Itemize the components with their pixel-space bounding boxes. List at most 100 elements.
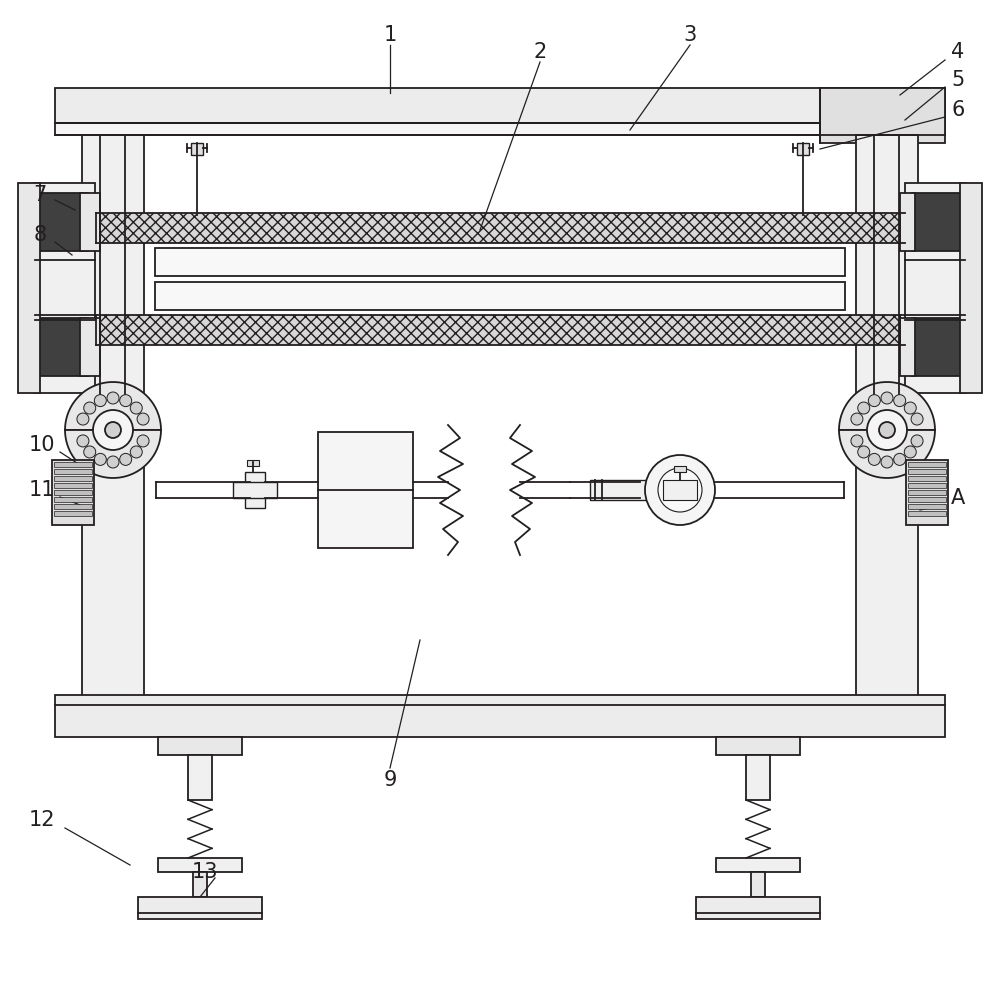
- Bar: [245, 472, 265, 508]
- Circle shape: [894, 453, 906, 465]
- Bar: [696, 897, 820, 919]
- Bar: [80, 193, 100, 251]
- Circle shape: [894, 395, 906, 407]
- Circle shape: [94, 395, 106, 407]
- Bar: [908, 504, 946, 509]
- Text: 4: 4: [951, 42, 965, 62]
- Bar: [38, 318, 88, 376]
- Circle shape: [904, 402, 916, 414]
- Bar: [820, 88, 945, 143]
- Circle shape: [120, 453, 132, 465]
- Circle shape: [94, 453, 106, 465]
- Bar: [38, 193, 88, 251]
- Bar: [138, 897, 262, 919]
- Bar: [905, 183, 965, 393]
- Circle shape: [881, 392, 893, 404]
- Bar: [193, 872, 207, 897]
- Circle shape: [84, 446, 96, 458]
- Circle shape: [77, 414, 89, 425]
- Bar: [155, 248, 845, 276]
- Bar: [155, 282, 845, 310]
- Bar: [674, 466, 686, 472]
- Circle shape: [645, 455, 715, 525]
- Bar: [55, 88, 945, 123]
- Text: 5: 5: [951, 70, 965, 90]
- Text: 7: 7: [33, 185, 47, 205]
- Text: 6: 6: [951, 100, 965, 120]
- Bar: [908, 462, 946, 467]
- Bar: [751, 872, 765, 897]
- Circle shape: [130, 402, 142, 414]
- Bar: [908, 511, 946, 516]
- Text: 8: 8: [33, 225, 47, 245]
- Circle shape: [911, 435, 923, 447]
- Bar: [716, 737, 800, 755]
- Text: 13: 13: [192, 862, 218, 882]
- Circle shape: [868, 395, 880, 407]
- Polygon shape: [839, 430, 935, 478]
- Circle shape: [137, 435, 149, 447]
- Text: 11: 11: [29, 480, 55, 500]
- Bar: [797, 143, 809, 155]
- Bar: [54, 490, 92, 495]
- Polygon shape: [65, 382, 161, 430]
- Text: A: A: [951, 488, 965, 508]
- Bar: [191, 143, 203, 155]
- Circle shape: [84, 402, 96, 414]
- Text: 2: 2: [533, 42, 547, 62]
- Polygon shape: [839, 382, 935, 430]
- Circle shape: [867, 410, 907, 450]
- Circle shape: [130, 446, 142, 458]
- Circle shape: [93, 410, 133, 450]
- Bar: [900, 318, 915, 376]
- Bar: [54, 462, 92, 467]
- Bar: [100, 315, 900, 345]
- Circle shape: [858, 446, 870, 458]
- Bar: [912, 318, 962, 376]
- Bar: [54, 476, 92, 481]
- Bar: [35, 183, 95, 393]
- Circle shape: [851, 414, 863, 425]
- Bar: [54, 511, 92, 516]
- Bar: [158, 858, 242, 872]
- Bar: [54, 469, 92, 474]
- Bar: [746, 755, 770, 800]
- Circle shape: [137, 414, 149, 425]
- Text: 9: 9: [383, 770, 397, 790]
- Bar: [54, 504, 92, 509]
- Circle shape: [120, 395, 132, 407]
- Bar: [908, 490, 946, 495]
- Bar: [908, 476, 946, 481]
- Circle shape: [879, 422, 895, 438]
- Bar: [233, 482, 277, 498]
- Circle shape: [858, 402, 870, 414]
- Text: 10: 10: [29, 435, 55, 455]
- Bar: [908, 469, 946, 474]
- Bar: [188, 755, 212, 800]
- Circle shape: [904, 446, 916, 458]
- Bar: [906, 460, 948, 525]
- Circle shape: [105, 422, 121, 438]
- Bar: [82, 135, 144, 730]
- Circle shape: [107, 392, 119, 404]
- Bar: [158, 737, 242, 755]
- Circle shape: [881, 456, 893, 468]
- Bar: [54, 483, 92, 488]
- Bar: [912, 193, 962, 251]
- Bar: [900, 193, 915, 251]
- Circle shape: [658, 468, 702, 512]
- Bar: [908, 497, 946, 502]
- Text: 12: 12: [29, 810, 55, 830]
- Bar: [247, 460, 259, 466]
- Polygon shape: [65, 430, 161, 478]
- Bar: [55, 695, 945, 737]
- Bar: [54, 497, 92, 502]
- Bar: [18, 183, 40, 393]
- Circle shape: [107, 456, 119, 468]
- Bar: [856, 135, 918, 730]
- Bar: [908, 483, 946, 488]
- Bar: [80, 318, 100, 376]
- Bar: [960, 183, 982, 393]
- Bar: [318, 432, 413, 548]
- Circle shape: [77, 435, 89, 447]
